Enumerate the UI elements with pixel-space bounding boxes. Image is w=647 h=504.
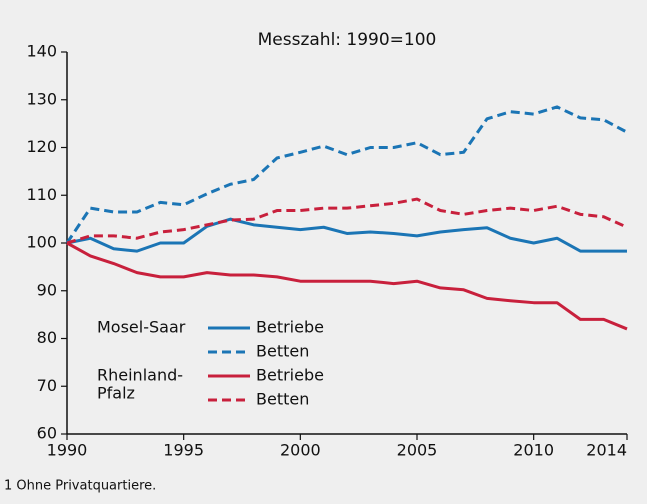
x-tick-label: 2010 xyxy=(513,441,554,460)
y-tick-label: 110 xyxy=(26,185,57,204)
y-tick-label: 60 xyxy=(37,424,57,443)
line-series xyxy=(66,217,627,253)
line-series xyxy=(65,105,628,244)
x-tick-label: 2005 xyxy=(397,441,438,460)
y-tick-label: 90 xyxy=(37,280,57,299)
legend-label: Betriebe xyxy=(256,366,324,385)
y-tick-label: 80 xyxy=(37,328,57,347)
y-tick-label: 140 xyxy=(26,42,57,61)
x-tick-label: 1990 xyxy=(47,441,88,460)
line-series xyxy=(66,241,628,331)
x-tick-label: 1995 xyxy=(163,441,204,460)
y-tick-label: 100 xyxy=(26,233,57,252)
y-tick-label: 120 xyxy=(26,137,57,156)
legend-label: Betriebe xyxy=(256,318,324,337)
line-series xyxy=(66,197,628,245)
footnote: 1 Ohne Privatquartiere. xyxy=(4,479,156,494)
y-tick-label: 70 xyxy=(37,376,57,395)
y-tick-label: 130 xyxy=(26,89,57,108)
chart-title: Messzahl: 1990=100 xyxy=(258,30,437,50)
legend-group-label: Pfalz xyxy=(97,384,135,403)
x-tick-label: 2000 xyxy=(280,441,321,460)
legend-group-label: Mosel-Saar xyxy=(97,318,186,337)
legend-label: Betten xyxy=(256,342,309,361)
legend-group-label: Rheinland- xyxy=(97,366,183,385)
legend-label: Betten xyxy=(256,390,309,409)
x-tick-label: 2014 xyxy=(586,441,627,460)
